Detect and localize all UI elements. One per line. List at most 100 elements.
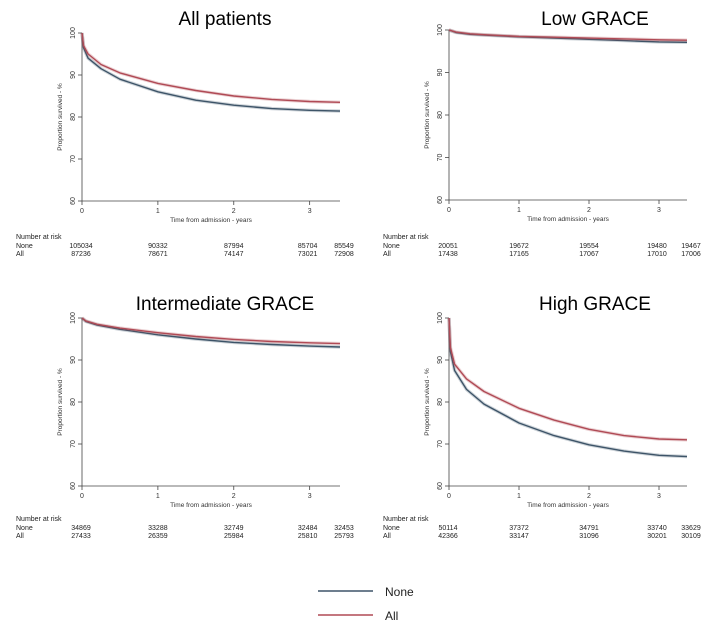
y-tick-label: 100 xyxy=(70,312,77,324)
x-axis-label: Time from admission - years xyxy=(170,502,252,509)
panel-title: Low GRACE xyxy=(541,9,649,30)
x-tick-label: 2 xyxy=(587,207,591,214)
risk-value: 17010 xyxy=(647,251,667,258)
risk-value: 32453 xyxy=(334,525,354,532)
risk-value: 34791 xyxy=(579,525,599,532)
x-tick-label: 2 xyxy=(232,493,236,500)
risk-value: 87994 xyxy=(224,243,244,250)
y-tick-label: 60 xyxy=(437,482,444,490)
risk-value: 25810 xyxy=(298,533,318,540)
risk-value: 25793 xyxy=(334,533,354,540)
y-tick-label: 70 xyxy=(437,440,444,448)
risk-row-label: All xyxy=(383,251,391,258)
risk-value: 85704 xyxy=(298,243,318,250)
legend-label-none: None xyxy=(385,585,414,599)
risk-value: 30109 xyxy=(681,533,701,540)
x-tick-label: 3 xyxy=(657,207,661,214)
y-tick-label: 100 xyxy=(70,27,77,39)
risk-value: 25984 xyxy=(224,533,244,540)
x-axis-label: Time from admission - years xyxy=(527,502,609,509)
y-tick-label: 70 xyxy=(437,154,444,162)
series-line-none xyxy=(448,317,688,458)
risk-value: 33288 xyxy=(148,525,168,532)
risk-value: 73021 xyxy=(298,251,318,258)
risk-value: 17438 xyxy=(438,251,458,258)
series-line-none xyxy=(81,32,341,112)
series-band-all xyxy=(447,317,688,442)
y-tick-label: 90 xyxy=(70,71,77,79)
y-tick-label: 100 xyxy=(437,312,444,324)
y-tick-label: 70 xyxy=(70,440,77,448)
series-band-none xyxy=(447,317,688,459)
risk-value: 31096 xyxy=(579,533,599,540)
risk-value: 26359 xyxy=(148,533,168,540)
y-tick-label: 60 xyxy=(70,482,77,490)
panel-title: All patients xyxy=(179,9,272,30)
risk-value: 50114 xyxy=(439,525,458,532)
risk-value: 30201 xyxy=(647,533,667,540)
y-tick-label: 90 xyxy=(437,69,444,77)
risk-value: 19480 xyxy=(647,243,667,250)
y-tick-label: 80 xyxy=(70,398,77,406)
legend-label-all: All xyxy=(385,609,398,621)
x-tick-label: 0 xyxy=(447,207,451,214)
x-tick-label: 1 xyxy=(517,493,521,500)
risk-table-header: Number at risk xyxy=(383,516,429,523)
risk-value: 32484 xyxy=(298,525,318,532)
risk-value: 42366 xyxy=(438,533,458,540)
risk-value: 32749 xyxy=(224,525,244,532)
y-tick-label: 80 xyxy=(437,111,444,119)
risk-row-label: None xyxy=(383,243,400,250)
y-tick-label: 60 xyxy=(437,196,444,204)
x-tick-label: 0 xyxy=(80,493,84,500)
km-panel-1: Low GRACE 60 70 80 90 100 0 1 2 3 Time from admiss… xyxy=(383,9,701,258)
panel-title: High GRACE xyxy=(539,294,651,315)
y-tick-label: 70 xyxy=(70,155,77,163)
risk-value: 72908 xyxy=(334,251,354,258)
x-tick-label: 0 xyxy=(447,493,451,500)
risk-value: 37372 xyxy=(509,525,529,532)
risk-value: 34869 xyxy=(71,525,91,532)
risk-value: 33629 xyxy=(681,525,701,532)
risk-row-label: None xyxy=(16,243,33,250)
risk-value: 85549 xyxy=(334,243,354,250)
y-axis-label: Proportion survived - % xyxy=(424,368,431,436)
y-tick-label: 80 xyxy=(437,398,444,406)
y-tick-label: 90 xyxy=(437,356,444,364)
risk-value: 78671 xyxy=(148,251,168,258)
risk-row-label: All xyxy=(16,533,24,540)
x-axis-label: Time from admission - years xyxy=(527,216,609,223)
risk-value: 19467 xyxy=(681,243,701,250)
risk-value: 33147 xyxy=(509,533,529,540)
x-tick-label: 3 xyxy=(308,208,312,215)
km-panel-3: High GRACE 60 70 80 90 100 0 1 2 3 Time from admis… xyxy=(383,294,701,540)
y-tick-label: 90 xyxy=(70,356,77,364)
risk-row-label: None xyxy=(16,525,33,532)
y-tick-label: 60 xyxy=(70,197,77,205)
risk-row-label: All xyxy=(16,251,24,258)
series-line-all xyxy=(81,317,341,345)
x-tick-label: 1 xyxy=(517,207,521,214)
series-line-all xyxy=(448,317,688,441)
panel-title: Intermediate GRACE xyxy=(136,294,314,315)
x-tick-label: 2 xyxy=(587,493,591,500)
risk-value: 19672 xyxy=(509,243,529,250)
series-band-all xyxy=(80,32,341,104)
x-axis-label: Time from admission - years xyxy=(170,217,252,224)
x-tick-label: 3 xyxy=(308,493,312,500)
y-axis-label: Proportion survived - % xyxy=(57,83,64,151)
risk-value: 20051 xyxy=(438,243,458,250)
x-tick-label: 3 xyxy=(657,493,661,500)
risk-value: 17165 xyxy=(509,251,529,258)
risk-table-header: Number at risk xyxy=(16,234,62,241)
risk-row-label: None xyxy=(383,525,400,532)
y-tick-label: 80 xyxy=(70,113,77,121)
risk-value: 90332 xyxy=(148,243,168,250)
x-tick-label: 1 xyxy=(156,208,160,215)
y-axis-label: Proportion survived - % xyxy=(57,368,64,436)
legend: None All xyxy=(318,585,414,621)
risk-value: 74147 xyxy=(224,251,244,258)
risk-value: 33740 xyxy=(647,525,667,532)
y-tick-label: 100 xyxy=(437,24,444,36)
